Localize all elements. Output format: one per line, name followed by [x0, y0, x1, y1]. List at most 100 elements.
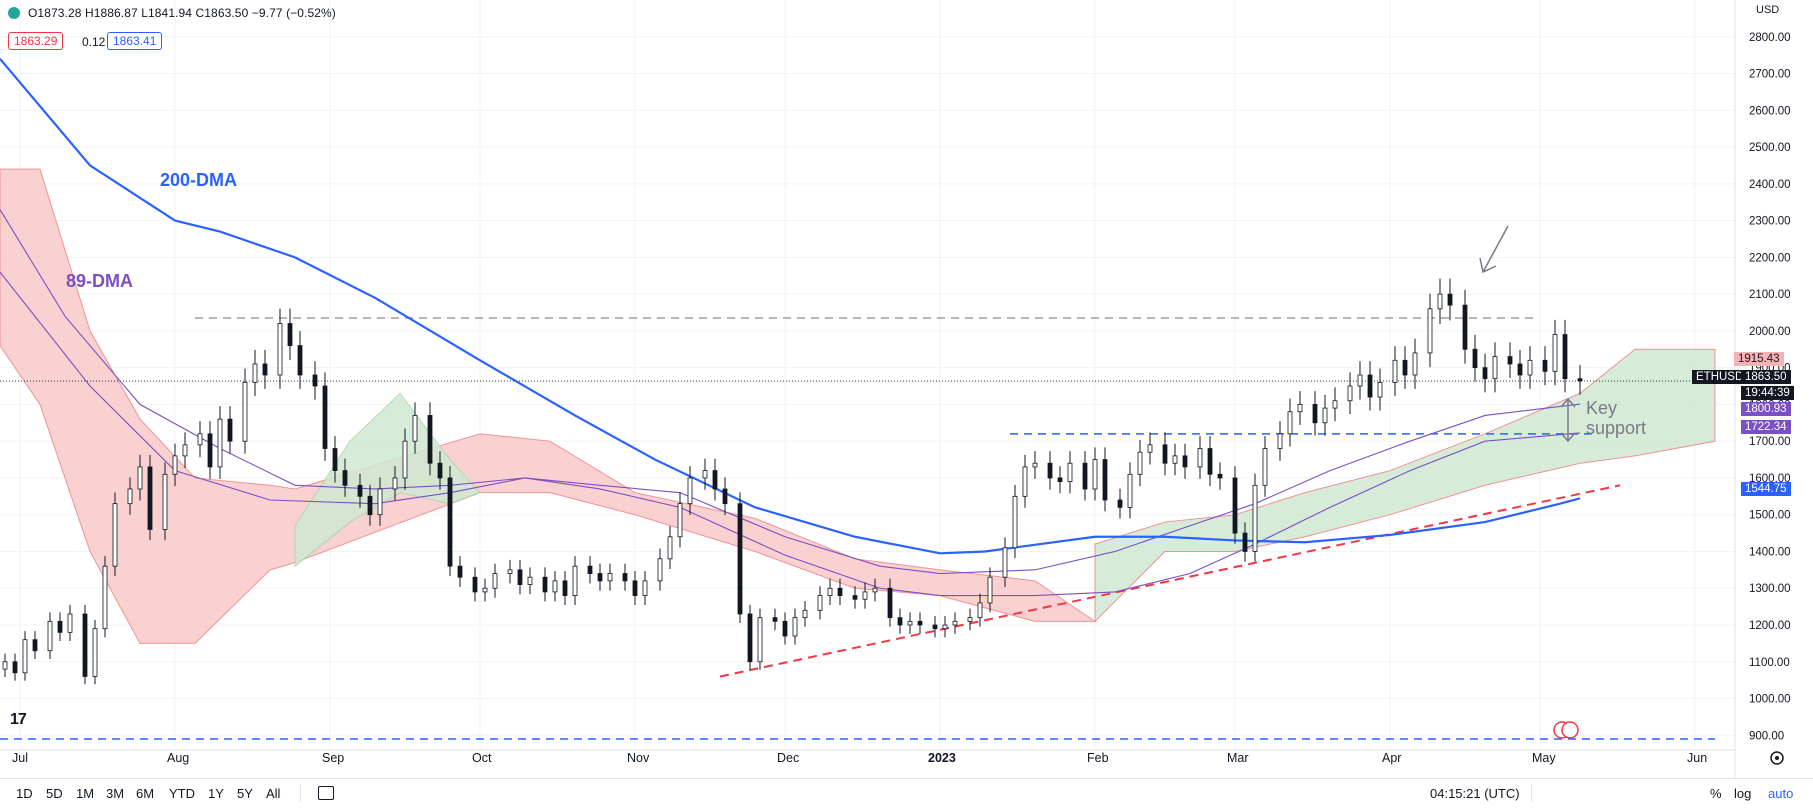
date-range-icon[interactable]: [318, 786, 334, 800]
candle-body-95: [1092, 459, 1098, 490]
candle-body-75: [862, 591, 868, 600]
candle-body-67: [772, 617, 778, 622]
candle-body-121: [1392, 359, 1398, 383]
percent-toggle[interactable]: %: [1710, 786, 1722, 801]
x-tick-1: Aug: [167, 751, 189, 765]
tf-6m[interactable]: 6M: [136, 786, 155, 801]
candle-body-131: [1507, 356, 1513, 365]
candle-body-59: [677, 503, 683, 538]
candle-body-136: [1562, 334, 1568, 380]
candle-body-38: [437, 462, 443, 479]
bid-price[interactable]: 1863.29: [8, 32, 64, 50]
candle-body-42: [482, 587, 488, 593]
candle-body-132: [1517, 363, 1523, 376]
candle-body-82: [942, 624, 948, 630]
y-tick-11: 2000.00: [1749, 326, 1791, 338]
candle-body-94: [1082, 462, 1088, 490]
candle-body-120: [1377, 381, 1383, 398]
candle-body-112: [1287, 411, 1293, 435]
candle-body-4: [47, 620, 53, 652]
tf-5d[interactable]: 5D: [46, 786, 63, 801]
candle-body-58: [667, 536, 673, 560]
candle-body-87: [1002, 547, 1008, 578]
candle-body-7: [82, 613, 88, 677]
tradingview-logo-icon[interactable]: 17: [10, 711, 27, 728]
candle-body-29: [332, 448, 338, 471]
ohlc-values: O1873.28 H1886.87 L1841.94 C1863.50 −9.7…: [28, 6, 336, 20]
candle-body-50: [572, 565, 578, 596]
candle-body-123: [1412, 352, 1418, 376]
pointer-arrow-head: [1479, 257, 1497, 274]
y-tick-19: 2800.00: [1749, 32, 1791, 44]
candle-body-27: [312, 374, 318, 387]
x-tick-11: Jun: [1687, 751, 1707, 765]
currency-label[interactable]: USD: [1756, 4, 1780, 16]
candle-body-32: [367, 495, 373, 516]
candle-body-115: [1322, 407, 1328, 424]
auto-toggle[interactable]: auto: [1768, 786, 1794, 801]
candle-body-135: [1552, 334, 1558, 372]
log-toggle[interactable]: log: [1734, 786, 1752, 801]
candle-body-40: [457, 565, 463, 578]
dma200-line: [0, 58, 1581, 555]
candle-body-60: [687, 477, 693, 505]
candle-body-83: [952, 620, 958, 626]
tf-3m[interactable]: 3M: [106, 786, 125, 801]
candle-body-78: [897, 617, 903, 626]
ma-upper-line: [0, 271, 1581, 575]
candle-body-17: [197, 433, 203, 446]
x-tick-8: Mar: [1227, 751, 1249, 765]
tf-1m[interactable]: 1M: [76, 786, 95, 801]
candle-body-92: [1057, 477, 1063, 483]
candle-body-109: [1252, 484, 1258, 552]
tf-ytd[interactable]: YTD: [169, 786, 195, 801]
tf-1d[interactable]: 1D: [16, 786, 33, 801]
candle-body-21: [242, 381, 248, 442]
x-tick-9: Apr: [1382, 751, 1401, 765]
candle-body-103: [1182, 455, 1188, 468]
y-tick-3: 1200.00: [1749, 620, 1791, 632]
ichimoku-cloud-bull-2: [1094, 348, 1716, 623]
candle-body-97: [1117, 499, 1123, 508]
candle-body-43: [492, 573, 498, 589]
y-tick-0: 900.00: [1749, 730, 1784, 742]
candle-body-116: [1332, 400, 1338, 409]
tf-1y[interactable]: 1Y: [208, 786, 224, 801]
tf-5y[interactable]: 5Y: [237, 786, 253, 801]
candle-body-6: [67, 613, 73, 633]
bottom-toolbar: 1D 5D 1M 3M 6M YTD 1Y 5Y All 04:15:21 (U…: [0, 778, 1813, 808]
candle-body-104: [1197, 448, 1203, 468]
label-89dma: 89-DMA: [66, 271, 133, 291]
candle-body-8: [92, 628, 98, 677]
label-support: support: [1586, 418, 1646, 438]
candle-body-24: [277, 323, 283, 376]
utc-clock[interactable]: 04:15:21 (UTC): [1430, 786, 1520, 801]
pointer-arrow: [1482, 225, 1509, 273]
x-tick-7: Feb: [1087, 751, 1109, 765]
label-1800: 1800.93: [1741, 402, 1791, 416]
candle-body-55: [632, 580, 638, 596]
candle-body-18: [207, 433, 213, 468]
candle-body-100: [1147, 444, 1153, 453]
candle-body-3: [32, 639, 38, 652]
candle-body-105: [1207, 448, 1213, 475]
candle-body-23: [262, 363, 268, 376]
candle-body-49: [562, 580, 568, 596]
candle-body-14: [162, 473, 168, 530]
candle-body-37: [427, 415, 433, 464]
label-1722: 1722.34: [1741, 420, 1791, 434]
ask-price[interactable]: 1863.41: [107, 32, 163, 50]
key-support-arrow-down: [1560, 432, 1576, 443]
tf-all[interactable]: All: [266, 786, 281, 801]
candle-body-110: [1262, 448, 1268, 486]
candle-body-62: [712, 470, 718, 490]
candle-body-0: [2, 661, 8, 670]
x-tick-3: Oct: [472, 751, 492, 765]
candle-body-11: [127, 488, 133, 505]
ohlc-legend: O1873.28 H1886.87 L1841.94 C1863.50 −9.7…: [8, 6, 336, 20]
candle-body-10: [112, 503, 118, 567]
candle-body-84: [967, 617, 973, 622]
y-tick-4: 1300.00: [1749, 583, 1791, 595]
candle-body-39: [447, 477, 453, 567]
